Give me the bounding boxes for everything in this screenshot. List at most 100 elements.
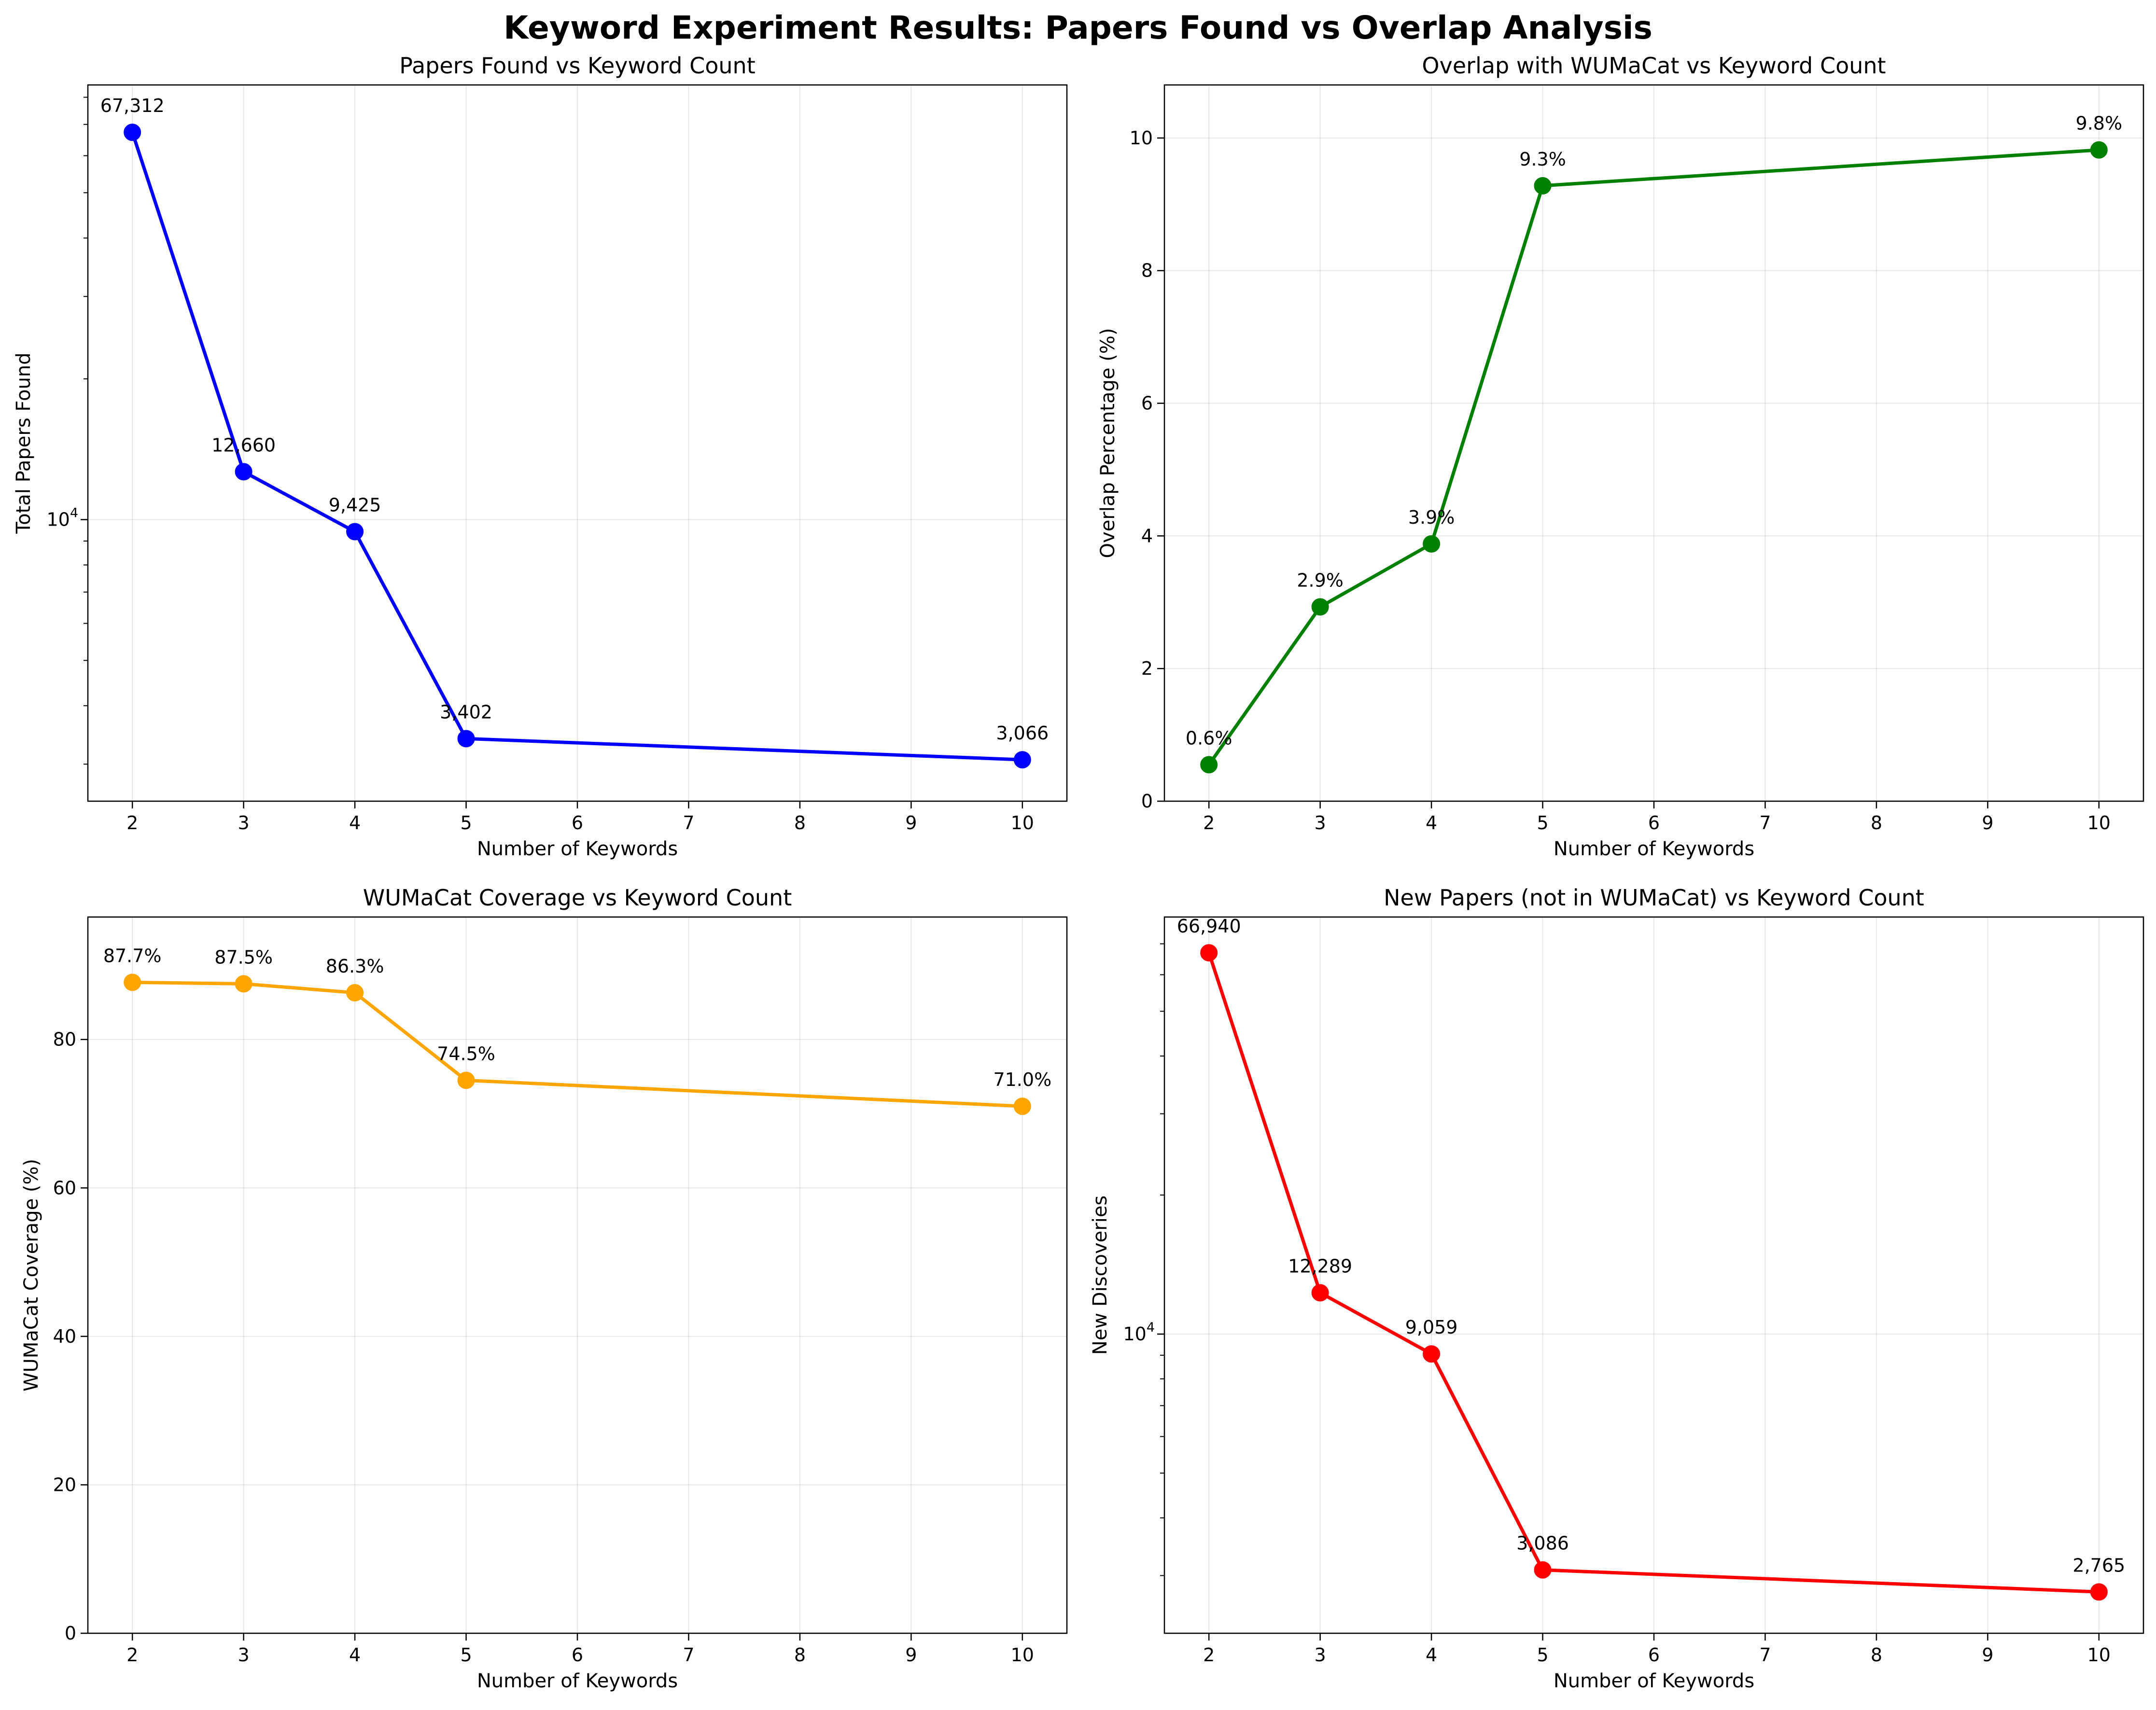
overlap-data-label-3: 2.9% [1297, 570, 1344, 591]
overlap-xtick-label-3: 3 [1315, 812, 1326, 834]
coverage-xtick-label-2: 2 [126, 1644, 138, 1666]
overlap-data-label-5: 9.3% [1519, 149, 1566, 170]
new-papers-title: New Papers (not in WUMaCat) vs Keyword C… [1384, 885, 1924, 911]
overlap-ytick-label-2: 4 [1141, 525, 1153, 546]
panel-overlap: 2 3 4 5 6 7 8 9 10 0 2 4 6 8 10 Overlap with WUMaCat vs… [1097, 53, 2144, 860]
coverage-xtick-label-10: 10 [1011, 1644, 1034, 1666]
new-papers-data-label-3: 12,289 [1288, 1255, 1352, 1277]
new-papers-point-4 [1423, 1345, 1441, 1363]
overlap-axes-frame [1163, 84, 2144, 802]
overlap-xtick-label-8: 8 [1871, 812, 1882, 834]
papers-found-xtick-label-10: 10 [1011, 812, 1034, 834]
overlap-data-label-4: 3.9% [1408, 507, 1455, 528]
overlap-point-10 [2090, 141, 2108, 159]
papers-found-xtick-label-7: 7 [683, 812, 694, 834]
coverage-data-label-3: 87.5% [214, 946, 273, 968]
overlap-point-4 [1423, 535, 1441, 553]
overlap-ylabel: Overlap Percentage (%) [1097, 328, 1119, 558]
new-papers-axes-frame [1163, 916, 2144, 1634]
overlap-ytick-label-4: 8 [1141, 260, 1153, 281]
new-papers-xtick-label-4: 4 [1426, 1644, 1437, 1666]
coverage-title: WUMaCat Coverage vs Keyword Count [363, 885, 792, 911]
papers-found-xtick-label-3: 3 [238, 812, 250, 834]
papers-found-xlabel: Number of Keywords [477, 838, 678, 860]
new-papers-xlabel: Number of Keywords [1554, 1670, 1754, 1692]
overlap-ytick-label-3: 6 [1141, 393, 1153, 414]
overlap-xtick-label-7: 7 [1759, 812, 1771, 834]
overlap-ytick-label-0: 0 [1141, 791, 1153, 812]
new-papers-xtick-label-8: 8 [1871, 1644, 1882, 1666]
new-papers-xtick-label-7: 7 [1759, 1644, 1771, 1666]
coverage-xlabel: Number of Keywords [477, 1670, 678, 1692]
papers-found-xtick-label-5: 5 [460, 812, 472, 834]
overlap-xtick-label-9: 9 [1982, 812, 1993, 834]
new-papers-point-3 [1311, 1284, 1329, 1302]
overlap-xtick-label-10: 10 [2087, 812, 2111, 834]
papers-found-point-5 [457, 730, 475, 748]
new-papers-data-label-5: 3,086 [1516, 1533, 1569, 1554]
coverage-point-4 [346, 984, 364, 1001]
coverage-xtick-label-6: 6 [572, 1644, 583, 1666]
papers-found-point-2 [124, 124, 141, 141]
overlap-xtick-label-4: 4 [1426, 812, 1437, 834]
new-papers-point-10 [2090, 1583, 2108, 1601]
coverage-ylabel: WUMaCat Coverage (%) [20, 1159, 42, 1391]
coverage-ytick-label-1: 20 [53, 1474, 76, 1495]
papers-found-point-10 [1013, 751, 1031, 769]
panel-papers-found: 2 3 4 5 6 7 8 9 10 104 Papers Found vs Keyword Cou… [13, 53, 1068, 860]
new-papers-xtick-label-6: 6 [1648, 1644, 1660, 1666]
new-papers-xtick-label-2: 2 [1203, 1644, 1215, 1666]
coverage-axes-frame [87, 916, 1068, 1634]
overlap-xtick-label-5: 5 [1537, 812, 1548, 834]
papers-found-data-label-5: 3,402 [440, 701, 492, 723]
new-papers-ytick-label-0: 104 [1123, 1320, 1155, 1345]
overlap-ytick-label-5: 10 [1130, 127, 1153, 149]
coverage-point-3 [235, 975, 252, 993]
coverage-point-10 [1013, 1098, 1031, 1115]
coverage-xtick-label-3: 3 [238, 1644, 250, 1666]
overlap-data-label-2: 0.6% [1186, 727, 1232, 749]
papers-found-axes-frame [87, 84, 1068, 802]
overlap-title: Overlap with WUMaCat vs Keyword Count [1422, 53, 1886, 79]
new-papers-data-label-2: 66,940 [1177, 916, 1241, 937]
panel-new-papers: 2 3 4 5 6 7 8 9 10 104 New Papers (not in WUMaCat)… [1089, 885, 2144, 1692]
papers-found-xtick-label-2: 2 [126, 812, 138, 834]
papers-found-data-label-10: 3,066 [996, 723, 1049, 744]
coverage-point-2 [124, 973, 141, 991]
coverage-data-label-5: 74.5% [437, 1043, 495, 1064]
papers-found-xtick-label-9: 9 [905, 812, 917, 834]
new-papers-xtick-label-3: 3 [1315, 1644, 1326, 1666]
coverage-data-label-10: 71.0% [993, 1069, 1051, 1090]
figure-suptitle: Keyword Experiment Results: Papers Found… [504, 9, 1652, 46]
overlap-data-label-10: 9.8% [2076, 113, 2123, 134]
coverage-ytick-label-2: 40 [53, 1326, 76, 1347]
coverage-xtick-label-8: 8 [794, 1644, 806, 1666]
coverage-ytick-label-0: 0 [65, 1623, 76, 1644]
overlap-xtick-label-6: 6 [1648, 812, 1660, 834]
papers-found-data-label-4: 9,425 [329, 495, 381, 516]
coverage-data-label-4: 86.3% [326, 956, 384, 977]
coverage-ytick-label-3: 60 [53, 1177, 76, 1198]
panel-coverage: 2 3 4 5 6 7 8 9 10 0 20 40 60 80 WUMaCat Coverage vs K… [20, 885, 1068, 1692]
new-papers-xtick-label-9: 9 [1982, 1644, 1993, 1666]
overlap-point-5 [1534, 177, 1552, 195]
new-papers-data-label-4: 9,059 [1405, 1317, 1458, 1338]
papers-found-point-4 [346, 523, 364, 541]
new-papers-ylabel: New Discoveries [1089, 1196, 1111, 1355]
coverage-point-5 [457, 1071, 475, 1089]
papers-found-xtick-label-6: 6 [572, 812, 583, 834]
new-papers-xtick-label-10: 10 [2087, 1644, 2111, 1666]
coverage-xtick-label-4: 4 [349, 1644, 361, 1666]
papers-found-title: Papers Found vs Keyword Count [399, 53, 755, 79]
overlap-point-2 [1200, 756, 1218, 774]
coverage-xtick-label-9: 9 [905, 1644, 917, 1666]
papers-found-point-3 [235, 463, 252, 481]
papers-found-ytick-label-0: 104 [46, 506, 78, 530]
overlap-xlabel: Number of Keywords [1554, 838, 1754, 860]
new-papers-point-5 [1534, 1561, 1552, 1579]
overlap-point-3 [1311, 598, 1329, 616]
papers-found-ylabel: Total Papers Found [13, 352, 35, 534]
